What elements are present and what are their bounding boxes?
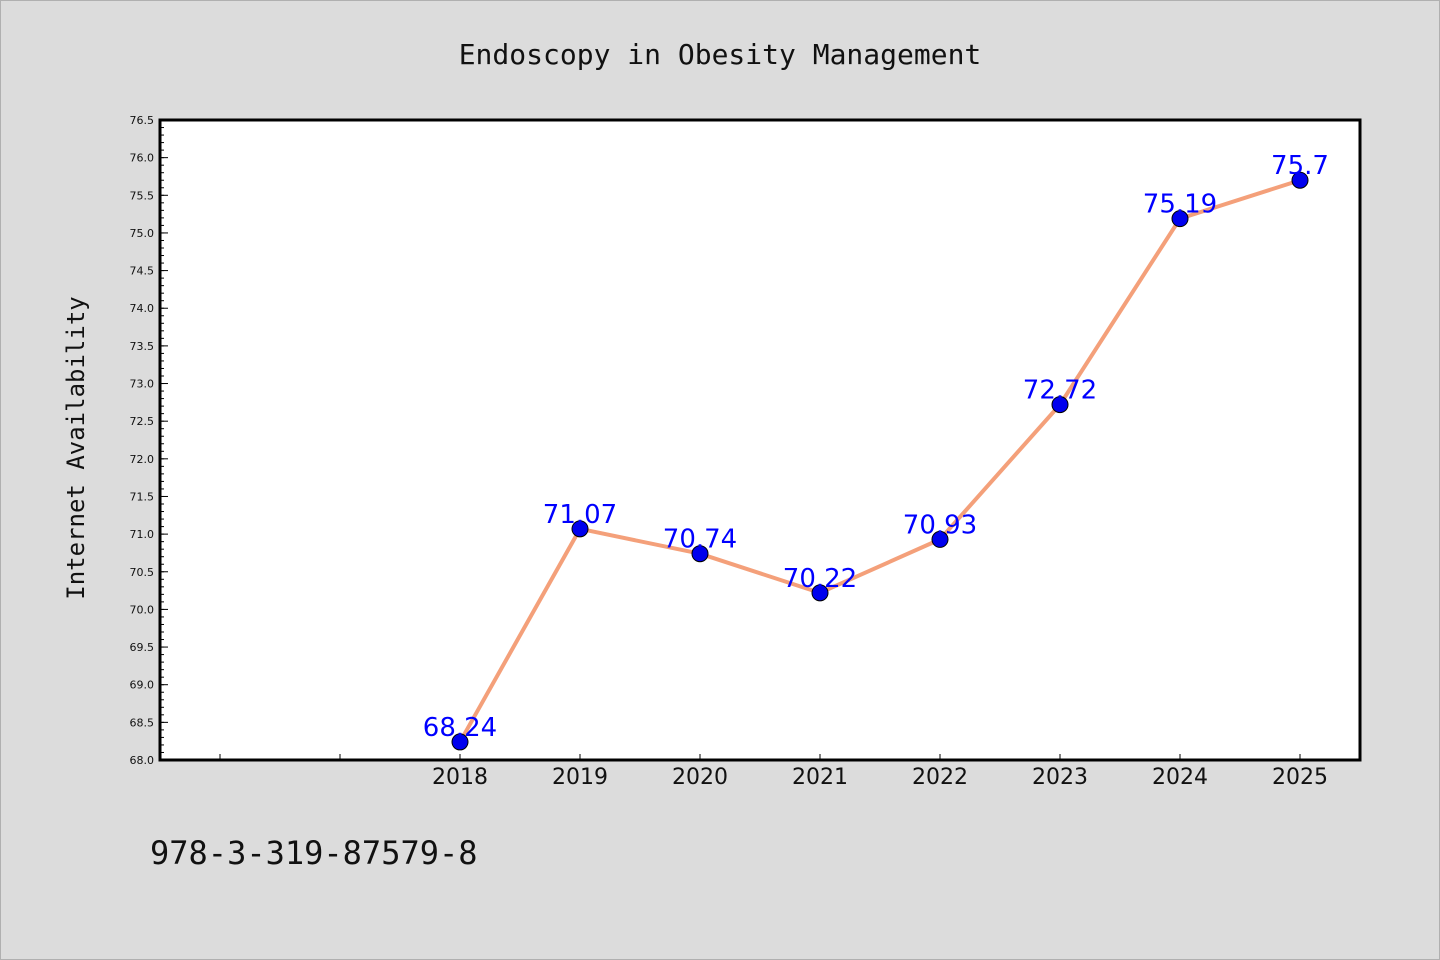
y-axis: 68.0 68.5 69.0 69.5 70.0 70.5 71.0 71.5 72.0 72.5… <box>130 114 168 767</box>
y-tick-label: 69.0 <box>130 679 155 692</box>
x-tick-label: 2023 <box>1032 765 1088 790</box>
series-line <box>458 178 1301 743</box>
data-label: 70.93 <box>903 510 977 540</box>
data-label: 70.74 <box>663 525 737 555</box>
data-point <box>571 520 589 538</box>
data-point <box>1291 171 1309 189</box>
y-axis-label: Internet Availability <box>62 296 90 599</box>
y-tick-label: 75.0 <box>130 227 155 240</box>
y-tick-label: 69.5 <box>130 641 155 654</box>
y-tick-label: 74.0 <box>130 302 155 315</box>
data-label: 68.24 <box>423 713 497 743</box>
y-tick-label: 71.5 <box>130 490 155 503</box>
x-axis: 2018 2019 2020 2021 2022 2023 2024 2025 <box>219 754 1328 790</box>
y-tick-label: 70.0 <box>130 603 155 616</box>
x-tick-label: 2021 <box>792 765 848 790</box>
y-tick-label: 68.5 <box>130 716 155 729</box>
data-label: 71.07 <box>543 500 617 530</box>
y-tick-label: 76.5 <box>130 114 155 127</box>
y-tick-label: 71.0 <box>130 528 155 541</box>
y-tick-label: 72.5 <box>130 415 155 428</box>
data-label: 75.19 <box>1143 190 1217 220</box>
data-point <box>811 584 829 602</box>
x-tick-label: 2019 <box>552 765 608 790</box>
data-point <box>931 530 949 548</box>
data-series <box>451 171 1309 751</box>
y-tick-label: 73.0 <box>130 378 155 391</box>
plot-area <box>158 118 1362 762</box>
y-tick-label: 75.5 <box>130 189 155 202</box>
y-tick-label: 76.0 <box>130 152 155 165</box>
x-tick-label: 2024 <box>1152 765 1208 790</box>
data-label: 72.72 <box>1023 376 1097 406</box>
y-tick-label: 70.5 <box>130 566 155 579</box>
data-label: 70.22 <box>783 564 857 594</box>
data-label: 75.7 <box>1271 151 1329 181</box>
x-tick-label: 2025 <box>1272 765 1328 790</box>
chart-title: Endoscopy in Obesity Management <box>459 38 982 71</box>
data-point <box>451 733 469 751</box>
data-point <box>1171 210 1189 228</box>
y-tick-label: 72.0 <box>130 453 155 466</box>
y-tick-label: 68.0 <box>130 754 155 767</box>
data-labels: 68.24 71.07 70.74 70.22 70.93 72.72 75.19 75.7 <box>423 151 1329 743</box>
data-point <box>691 545 709 563</box>
x-tick-label: 2020 <box>672 765 728 790</box>
y-tick-label: 74.5 <box>130 265 155 278</box>
data-point <box>1051 396 1069 414</box>
isbn-caption: 978-3-319-87579-8 <box>150 834 478 872</box>
x-tick-label: 2022 <box>912 765 968 790</box>
y-tick-label: 73.5 <box>130 340 155 353</box>
x-tick-label: 2018 <box>432 765 488 790</box>
